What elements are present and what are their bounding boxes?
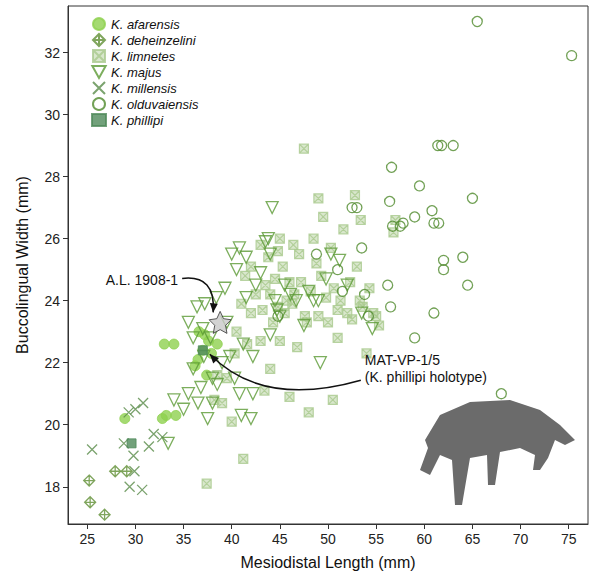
svg-text:Mesiodistal Length (mm): Mesiodistal Length (mm): [240, 554, 415, 571]
svg-text:65: 65: [465, 531, 481, 547]
svg-text:75: 75: [561, 531, 577, 547]
svg-text:K. phillipi: K. phillipi: [111, 113, 164, 128]
svg-text:A.L. 1908-1: A.L. 1908-1: [106, 272, 179, 288]
svg-text:26: 26: [44, 231, 60, 247]
svg-text:70: 70: [513, 531, 529, 547]
svg-text:K. limnetes: K. limnetes: [111, 49, 176, 64]
svg-text:35: 35: [176, 531, 192, 547]
svg-text:45: 45: [272, 531, 288, 547]
svg-text:50: 50: [320, 531, 336, 547]
svg-text:K. olduvaiensis: K. olduvaiensis: [111, 97, 199, 112]
svg-text:K. afarensis: K. afarensis: [111, 17, 180, 32]
svg-text:55: 55: [368, 531, 384, 547]
svg-text:22: 22: [44, 355, 60, 371]
svg-text:18: 18: [44, 479, 60, 495]
svg-text:20: 20: [44, 417, 60, 433]
svg-text:K. deheinzelini: K. deheinzelini: [111, 33, 197, 48]
svg-text:K. majus: K. majus: [111, 65, 162, 80]
svg-text:K. millensis: K. millensis: [111, 81, 177, 96]
svg-text:Buccolingual Width (mm): Buccolingual Width (mm): [14, 176, 31, 354]
svg-text:28: 28: [44, 169, 60, 185]
svg-text:MAT-VP-1/5: MAT-VP-1/5: [365, 352, 440, 368]
svg-text:30: 30: [44, 107, 60, 123]
svg-text:24: 24: [44, 293, 60, 309]
svg-text:60: 60: [417, 531, 433, 547]
svg-text:32: 32: [44, 45, 60, 61]
svg-text:25: 25: [79, 531, 95, 547]
svg-text:40: 40: [224, 531, 240, 547]
svg-text:30: 30: [128, 531, 144, 547]
svg-text:(K. phillipi holotype): (K. phillipi holotype): [365, 369, 487, 385]
